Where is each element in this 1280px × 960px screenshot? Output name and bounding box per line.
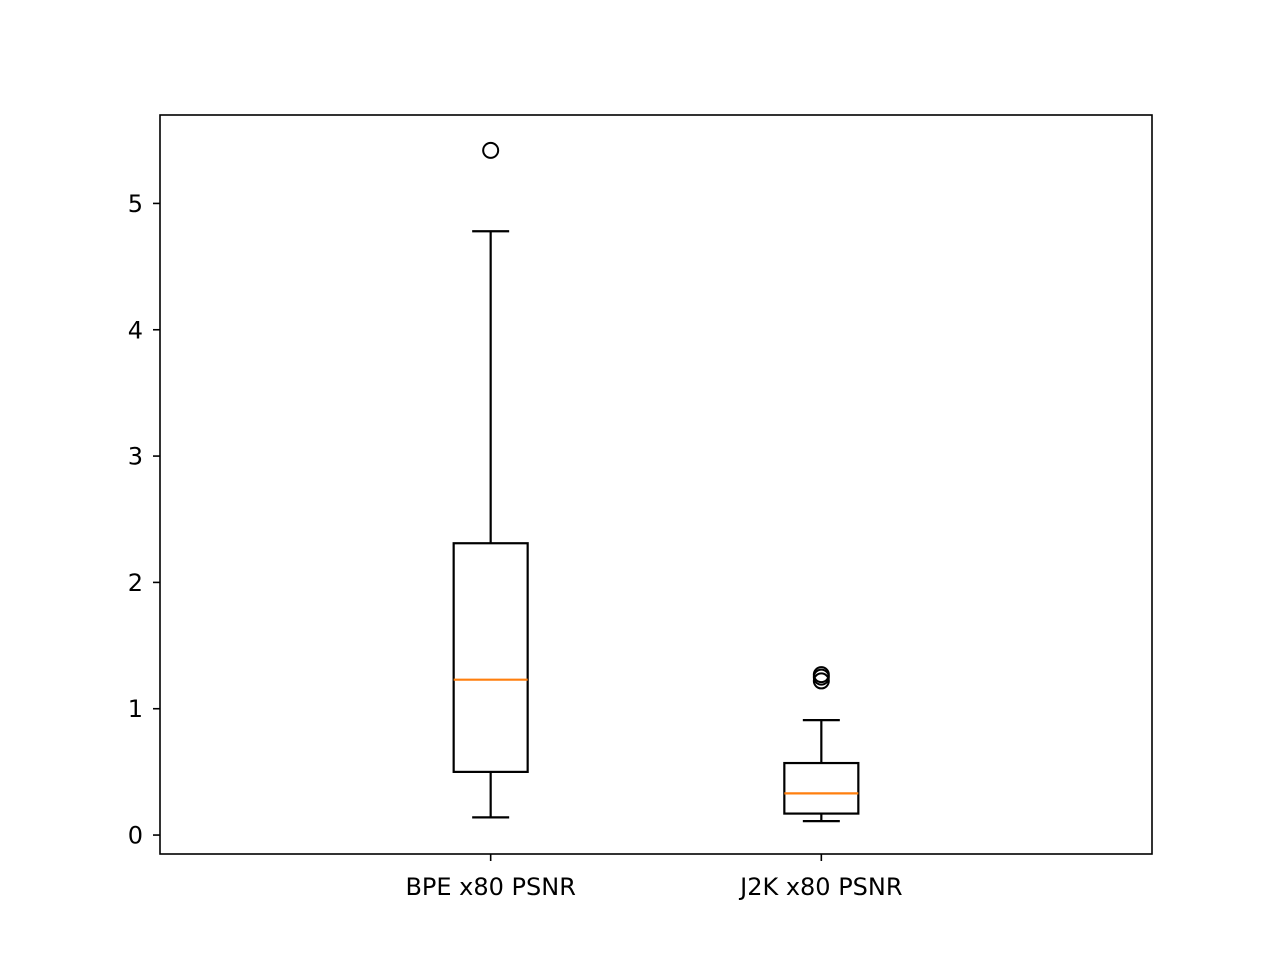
outlier-point (482, 141, 500, 159)
y-tick-label: 0 (128, 822, 143, 850)
x-tick-label: J2K x80 PSNR (738, 873, 902, 901)
x-axis: BPE x80 PSNR J2K x80 PSNR (405, 854, 903, 901)
box-group (783, 666, 860, 823)
y-tick-label: 2 (128, 569, 143, 597)
iqr-box (783, 761, 860, 815)
iqr-box (452, 542, 529, 773)
y-tick-label: 5 (128, 190, 143, 218)
box-group (452, 141, 529, 819)
y-tick-label: 4 (128, 316, 143, 344)
outlier-point (812, 666, 830, 684)
plot-background (160, 115, 1152, 854)
plot-frame (159, 114, 1153, 855)
chart-marks (452, 141, 860, 823)
y-axis: 0 1 2 3 4 5 (128, 190, 160, 850)
x-tick-label: BPE x80 PSNR (405, 873, 575, 901)
y-tick-label: 3 (128, 443, 143, 471)
y-tick-label: 1 (128, 695, 143, 723)
